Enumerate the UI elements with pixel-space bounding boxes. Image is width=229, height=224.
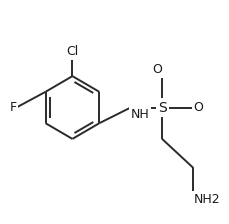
Text: NH2: NH2: [193, 193, 219, 206]
Text: NH: NH: [130, 108, 149, 121]
Text: O: O: [193, 101, 202, 114]
Text: Cl: Cl: [66, 45, 78, 58]
Text: S: S: [157, 101, 166, 114]
Text: F: F: [9, 101, 16, 114]
Text: O: O: [152, 63, 161, 76]
